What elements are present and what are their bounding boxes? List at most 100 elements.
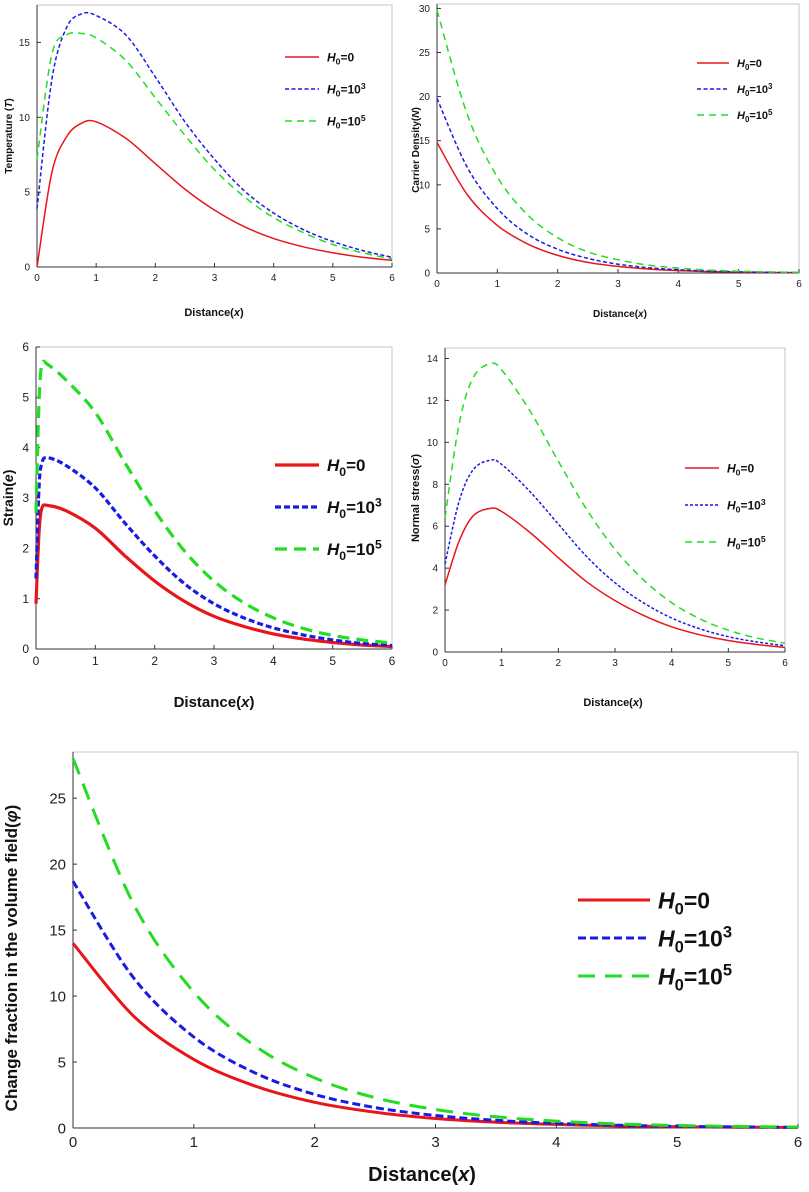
- y-tick-label: 5: [424, 224, 430, 235]
- legend-label: H0=0: [727, 461, 754, 477]
- x-tick-label: 6: [389, 654, 396, 668]
- x-tick-label: 3: [212, 273, 218, 284]
- y-tick-label: 10: [419, 180, 431, 191]
- y-tick-label: 25: [419, 48, 431, 59]
- x-tick-label: 1: [495, 279, 501, 290]
- x-tick-label: 1: [93, 273, 99, 284]
- x-tick-label: 5: [736, 279, 742, 290]
- legend-label: H0=103: [327, 496, 382, 521]
- x-tick-label: 0: [33, 654, 40, 668]
- x-tick-label: 2: [153, 273, 159, 284]
- x-tick-label: 0: [34, 273, 40, 284]
- y-axis-title: Carrier Density(N): [411, 107, 422, 193]
- legend: H0=0 H0=103 H0=105: [285, 50, 366, 131]
- y-axis-title: Temperature (T): [4, 98, 15, 173]
- y-tick-label: 4: [22, 441, 29, 455]
- y-tick-label: 0: [424, 269, 430, 280]
- legend-item-h0-1e5: H0=105: [697, 108, 773, 124]
- y-tick-label: 0: [58, 1120, 66, 1137]
- y-tick-label: 14: [427, 354, 439, 365]
- x-tick-label: 5: [330, 273, 336, 284]
- legend-item-h0-1e3: H0=103: [275, 496, 382, 521]
- legend-item-h0-1e5: H0=105: [275, 538, 382, 563]
- x-axis-title: Distance(x): [583, 697, 643, 709]
- legend-label: H0=0: [327, 456, 365, 479]
- legend-label: H0=105: [327, 113, 366, 131]
- legend-item-h0-1e3: H0=103: [578, 923, 732, 957]
- strain-chart: Distance(x) Strain(e) 0 1 2 3 4 5 6 0 1 2 3 4 5 6 H0=0…: [0, 340, 396, 711]
- y-tick-label: 3: [22, 491, 29, 505]
- y-tick-label: 10: [427, 438, 439, 449]
- x-tick-label: 3: [211, 654, 218, 668]
- series-line-h0-1e3: [34, 455, 393, 648]
- legend-item-h0-0: H0=0: [275, 456, 365, 479]
- legend-item-h0-0: H0=0: [578, 887, 710, 919]
- x-tick-label: 6: [796, 279, 802, 290]
- series-line-h0-1e3: [71, 880, 799, 1129]
- series-line-h0-1e5: [36, 31, 393, 260]
- legend-label: H0=105: [737, 108, 773, 124]
- x-axis-title: Distance(x): [184, 307, 244, 319]
- legend-label: H0=0: [658, 887, 710, 918]
- y-tick-label: 6: [22, 340, 29, 354]
- y-tick-label: 0: [432, 648, 438, 659]
- plot-frame: [436, 3, 800, 274]
- legend-item-h0-0: H0=0: [697, 58, 762, 72]
- legend-label: H0=0: [327, 50, 354, 66]
- x-tick-label: 1: [499, 658, 505, 669]
- y-tick-label: 2: [432, 606, 438, 617]
- legend-item-h0-1e5: H0=105: [285, 113, 366, 131]
- legend-label: H0=103: [727, 497, 766, 515]
- legend: H0=0 H0=103 H0=105: [578, 887, 732, 995]
- x-tick-label: 1: [92, 654, 99, 668]
- y-tick-label: 6: [432, 522, 438, 533]
- y-tick-label: 10: [19, 113, 31, 124]
- series-line-h0-0: [444, 507, 786, 649]
- x-tick-label: 2: [151, 654, 158, 668]
- series-line-h0-0: [436, 142, 800, 274]
- legend-item-h0-1e5: H0=105: [685, 534, 766, 552]
- y-tick-label: 1: [22, 592, 29, 606]
- x-tick-label: 6: [794, 1134, 802, 1151]
- legend-item-h0-1e5: H0=105: [578, 961, 732, 995]
- y-tick-label: 0: [22, 642, 29, 656]
- legend-item-h0-1e3: H0=103: [697, 82, 773, 98]
- x-tick-label: 6: [782, 658, 788, 669]
- temperature-chart: Distance(x) Temperature (T) 0 1 2 3 4 5 6 0 5 10 1…: [4, 4, 395, 319]
- x-tick-label: 5: [329, 654, 336, 668]
- x-tick-label: 2: [310, 1134, 318, 1151]
- y-tick-label: 5: [24, 188, 30, 199]
- x-tick-label: 0: [442, 658, 448, 669]
- y-axis-title: Normal stress(σ): [410, 454, 422, 542]
- x-axis-title: Distance(x): [368, 1164, 476, 1186]
- series-line-h0-1e5: [436, 9, 800, 274]
- series-line-h0-1e3: [444, 458, 786, 647]
- volume-fraction-chart: Distance(x) Change fraction in the volum…: [2, 751, 802, 1186]
- x-tick-label: 6: [389, 273, 395, 284]
- x-tick-label: 4: [676, 279, 682, 290]
- x-tick-label: 3: [431, 1134, 439, 1151]
- legend-item-h0-1e3: H0=103: [285, 81, 366, 99]
- series-line-h0-0: [34, 503, 393, 649]
- legend: H0=0 H0=103 H0=105: [697, 58, 773, 124]
- y-tick-label: 0: [24, 263, 30, 274]
- x-tick-label: 3: [612, 658, 618, 669]
- series-line-h0-1e3: [36, 11, 393, 259]
- series-line-h0-1e5: [71, 758, 799, 1129]
- x-axis-title: Distance(x): [593, 309, 647, 320]
- legend-label: H0=103: [658, 923, 732, 957]
- y-axis-title: Change fraction in the volume field(φ): [2, 805, 21, 1112]
- x-tick-label: 0: [434, 279, 440, 290]
- x-tick-label: 4: [669, 658, 675, 669]
- y-tick-label: 25: [49, 790, 66, 807]
- y-tick-label: 30: [419, 4, 431, 15]
- series-line-h0-0: [36, 119, 393, 268]
- y-tick-label: 15: [19, 38, 31, 49]
- legend-item-h0-1e3: H0=103: [685, 497, 766, 515]
- y-tick-label: 8: [432, 480, 438, 491]
- x-tick-label: 4: [270, 654, 277, 668]
- x-axis-title: Distance(x): [174, 694, 255, 711]
- x-tick-label: 4: [271, 273, 277, 284]
- legend-item-h0-0: H0=0: [285, 50, 354, 67]
- y-tick-label: 10: [49, 988, 66, 1005]
